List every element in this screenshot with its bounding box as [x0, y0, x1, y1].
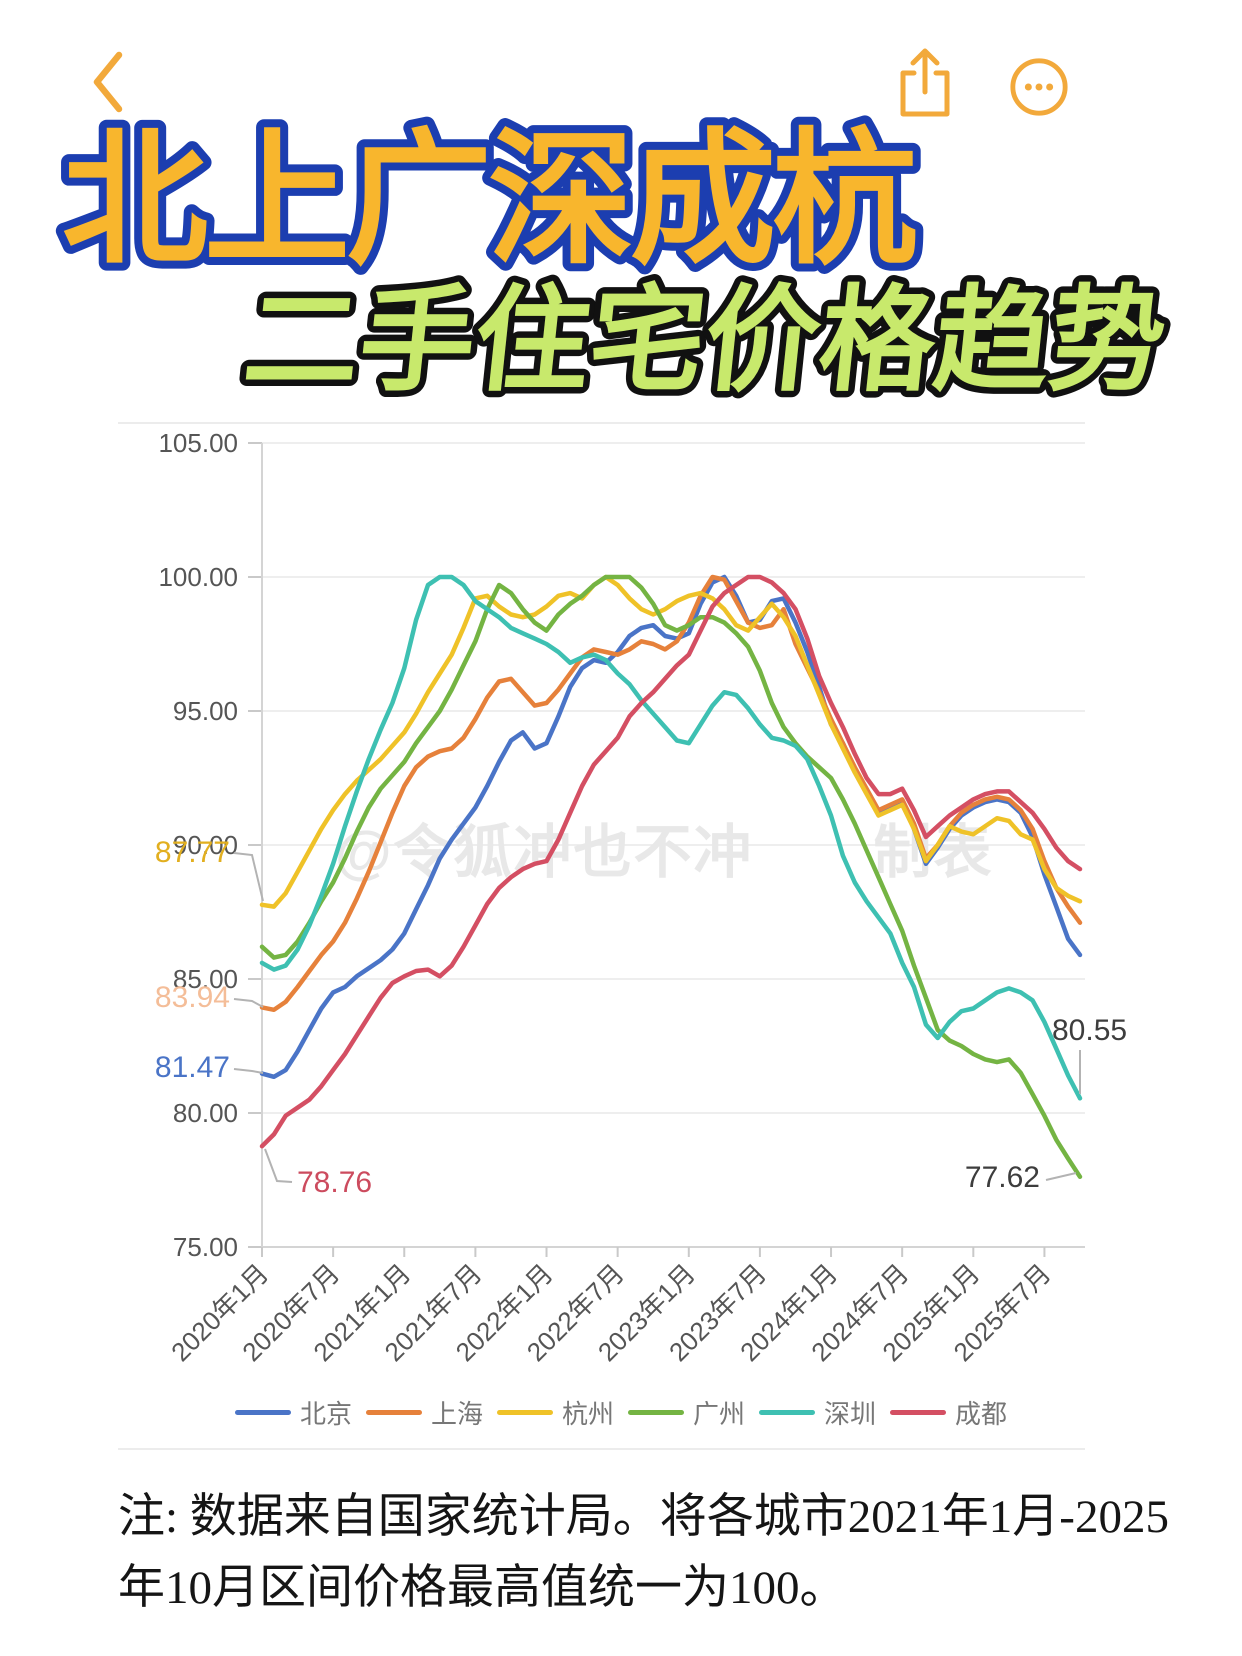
chart-top-divider [118, 422, 1085, 424]
footnote-line2: 年10月区间价格最高值统一为100。 [118, 1561, 847, 1614]
series-line-杭州 [259, 574, 1083, 909]
annotation-leader [233, 852, 264, 902]
legend-label: 上海 [430, 1399, 483, 1429]
legend-swatch [365, 1410, 422, 1415]
more-button[interactable] [1008, 56, 1070, 118]
page-title-line2: 二手住宅价格趋势 [238, 277, 1171, 405]
legend: 北京 上海 杭州 广州 深圳 成都 [0, 1394, 1242, 1431]
annotation-label: 80.55 [1052, 1014, 1127, 1047]
annotation-leader [264, 1148, 293, 1183]
annotation-leader [233, 1068, 264, 1074]
y-axis-label: 95.00 [173, 696, 238, 726]
y-axis-label: 75.00 [173, 1232, 238, 1262]
series-line-深圳 [259, 574, 1083, 1101]
page-title-line1: 北上广深成杭 [62, 118, 916, 281]
chevron-left-icon [93, 51, 123, 113]
footnote: 注: 数据来自国家统计局。将各城市2021年1月-2025 年10月区间价格最高… [118, 1482, 1169, 1623]
title-block: 北上广深成杭 二手住宅价格趋势 [54, 110, 1178, 411]
legend-label: 广州 [693, 1399, 746, 1429]
chart-bottom-divider [118, 1448, 1085, 1450]
ellipsis-circle-icon [1010, 58, 1068, 116]
annotation-label: 83.94 [155, 981, 230, 1014]
y-axis-label: 105.00 [158, 428, 238, 458]
legend-item-上海[interactable]: 上海 [365, 1394, 483, 1431]
annotation-label: 81.47 [155, 1051, 230, 1084]
back-button[interactable] [88, 50, 130, 114]
annotation-label: 77.62 [965, 1161, 1040, 1194]
legend-swatch [234, 1410, 291, 1415]
legend-label: 深圳 [824, 1399, 877, 1429]
legend-item-广州[interactable]: 广州 [628, 1394, 745, 1431]
series-line-成都 [259, 574, 1083, 1149]
legend-item-成都[interactable]: 成都 [890, 1394, 1007, 1431]
legend-item-杭州[interactable]: 杭州 [496, 1394, 614, 1431]
y-axis-label: 90.00 [173, 830, 238, 860]
legend-item-北京[interactable]: 北京 [234, 1394, 352, 1431]
annotation-label: 87.77 [155, 836, 230, 869]
share-button[interactable] [893, 46, 957, 118]
y-axis-label: 100.00 [158, 562, 238, 592]
y-axis-label: 85.00 [173, 964, 238, 994]
legend-swatch [628, 1410, 684, 1415]
annotation-label: 78.76 [297, 1166, 372, 1199]
legend-item-深圳[interactable]: 深圳 [759, 1394, 876, 1431]
series-line-广州 [259, 574, 1083, 1180]
legend-swatch [890, 1410, 947, 1415]
footnote-line1: 注: 数据来自国家统计局。将各城市2021年1月-2025 [118, 1491, 1169, 1543]
series-line-上海 [259, 574, 1083, 1013]
legend-swatch [496, 1410, 553, 1415]
annotation-leader [233, 998, 264, 1008]
share-icon [900, 48, 950, 117]
legend-label: 北京 [299, 1399, 352, 1429]
annotation-leader [1045, 1172, 1077, 1181]
y-axis-label: 80.00 [173, 1098, 238, 1128]
legend-swatch [759, 1410, 816, 1415]
legend-label: 成都 [955, 1399, 1008, 1429]
legend-label: 杭州 [561, 1399, 614, 1429]
